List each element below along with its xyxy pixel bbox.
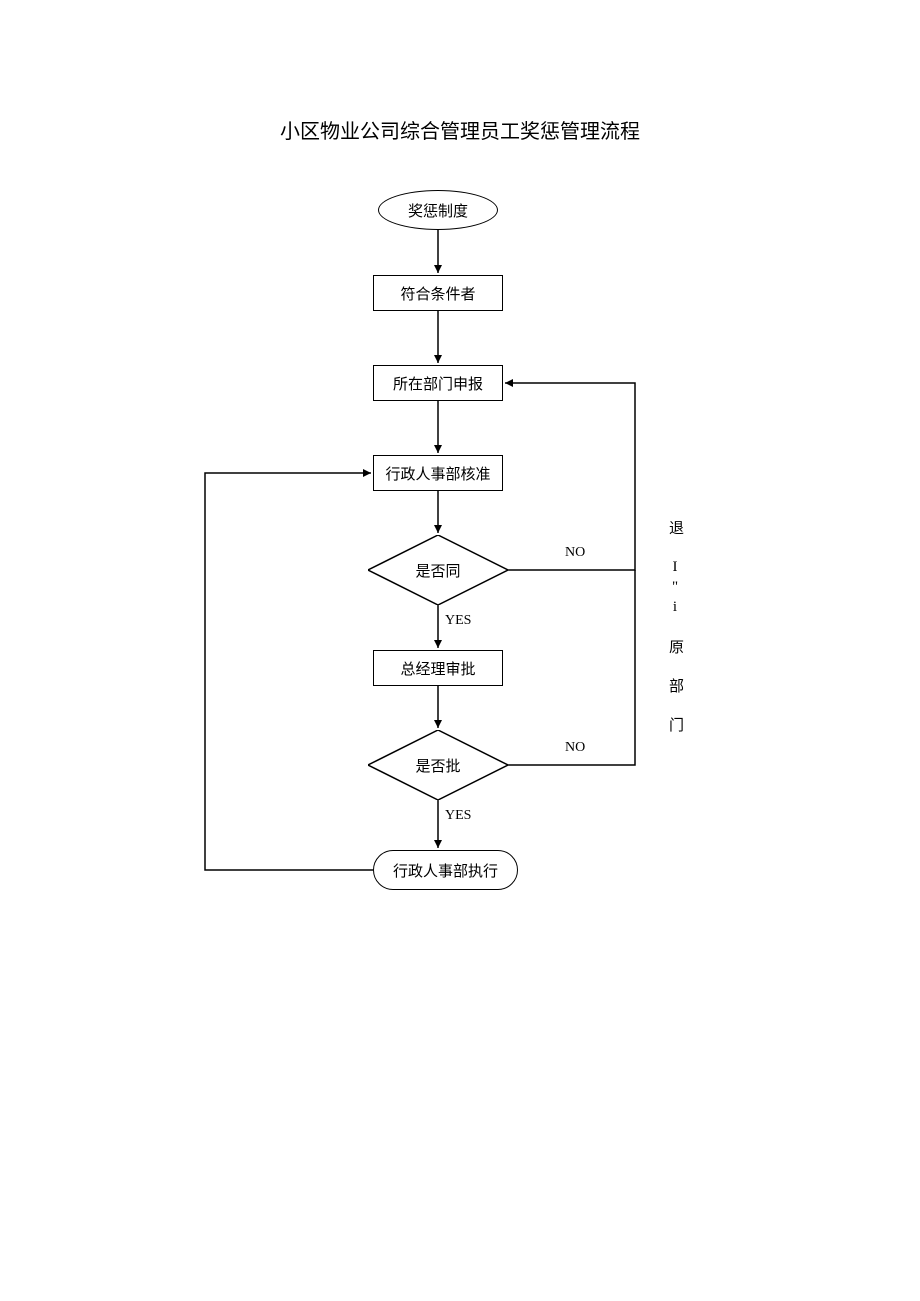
page-title: 小区物业公司综合管理员工奖惩管理流程 (0, 115, 920, 144)
node-decision2: 是否批 (368, 730, 508, 800)
node-qualify-label: 符合条件者 (400, 283, 475, 304)
node-gm-approve-label: 总经理审批 (400, 658, 475, 679)
node-dept-apply-label: 所在部门申报 (393, 373, 483, 394)
node-hr-approve-label: 行政人事部核准 (385, 463, 490, 484)
side-text-return: 退 I"i 原 部 门 (665, 520, 686, 736)
node-hr-execute-label: 行政人事部执行 (393, 860, 498, 881)
node-dept-apply: 所在部门申报 (373, 365, 503, 401)
node-hr-approve: 行政人事部核准 (373, 455, 503, 491)
node-start-label: 奖惩制度 (408, 200, 468, 221)
label-yes1: YES (445, 613, 471, 629)
node-gm-approve: 总经理审批 (373, 650, 503, 686)
flowchart-canvas: 奖惩制度 符合条件者 所在部门申报 行政人事部核准 是否同 总经理审批 是否批 … (0, 185, 920, 985)
label-no2: NO (565, 740, 585, 756)
node-decision1-label: 是否同 (368, 535, 508, 605)
node-decision2-label: 是否批 (368, 730, 508, 800)
node-decision1: 是否同 (368, 535, 508, 605)
node-qualify: 符合条件者 (373, 275, 503, 311)
label-yes2: YES (445, 808, 471, 824)
label-no1: NO (565, 545, 585, 561)
node-hr-execute: 行政人事部执行 (373, 850, 518, 890)
node-start: 奖惩制度 (378, 190, 498, 230)
